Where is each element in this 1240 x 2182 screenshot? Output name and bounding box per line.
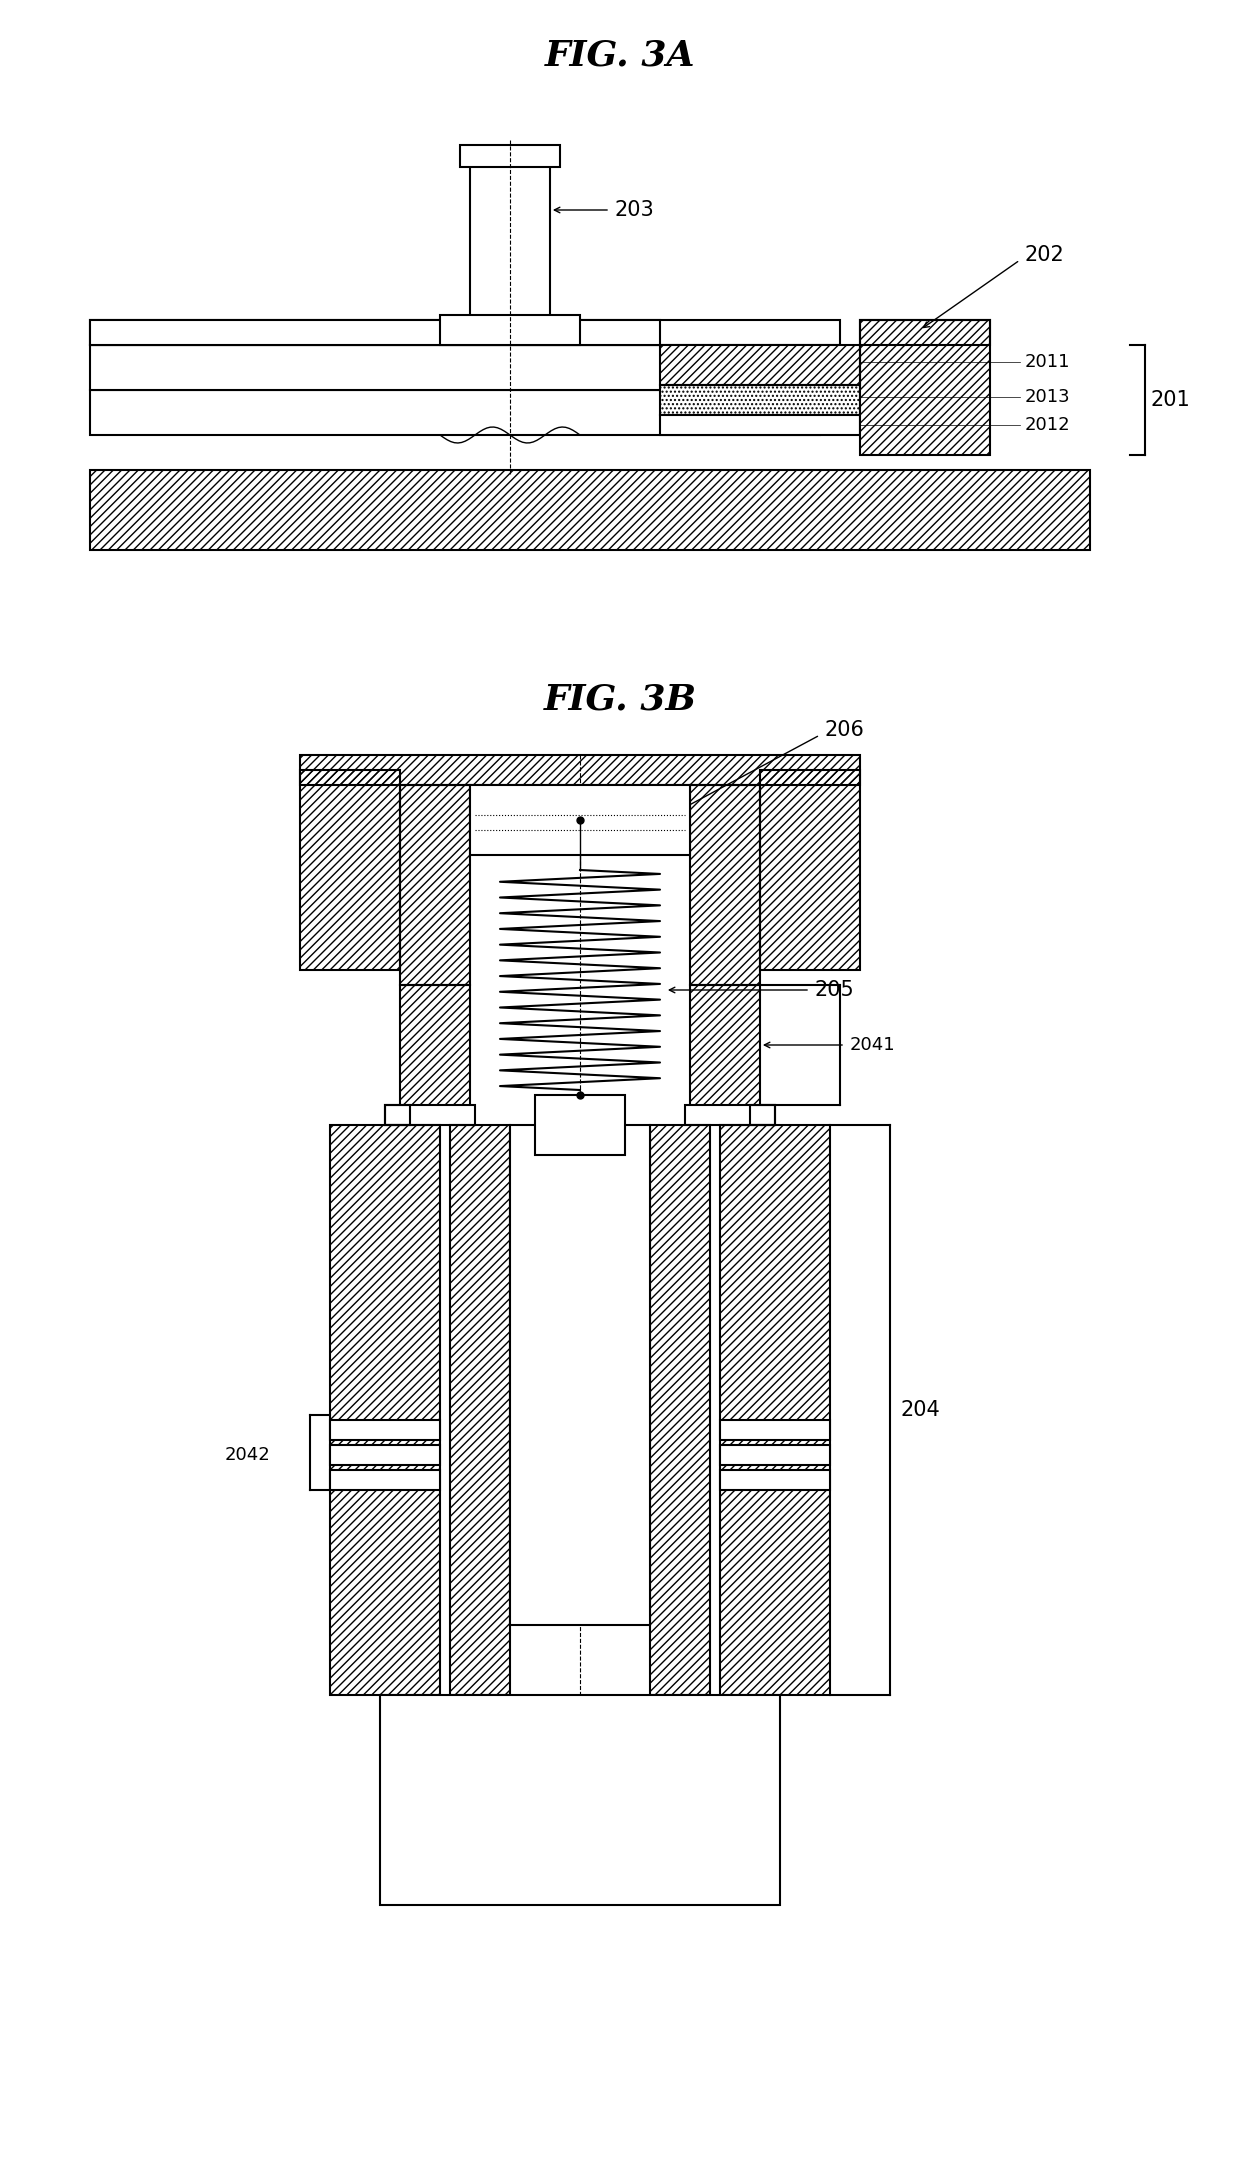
Text: 2041: 2041 <box>849 1036 895 1054</box>
Bar <box>470 166 551 321</box>
Bar <box>300 770 401 971</box>
Bar <box>720 1126 830 1695</box>
Bar <box>300 755 861 786</box>
Bar <box>450 1126 510 1695</box>
Bar <box>401 984 470 1115</box>
Bar <box>650 1126 711 1695</box>
Text: FIG. 3A: FIG. 3A <box>544 37 696 72</box>
Bar <box>760 770 861 971</box>
Bar <box>689 786 760 984</box>
Bar <box>660 384 861 415</box>
Bar <box>401 786 470 984</box>
Bar <box>689 984 760 1115</box>
Bar <box>720 1126 830 1695</box>
Bar <box>650 1126 711 1695</box>
Text: 202: 202 <box>1025 244 1065 264</box>
Bar <box>534 1095 625 1154</box>
Bar <box>330 1420 440 1440</box>
Bar <box>330 1471 440 1490</box>
Bar <box>861 321 990 456</box>
Bar <box>91 321 660 345</box>
Bar <box>660 345 861 384</box>
Bar <box>750 1104 775 1126</box>
Text: FIG. 3B: FIG. 3B <box>543 683 697 718</box>
Bar <box>861 321 990 456</box>
Bar <box>510 1126 650 1626</box>
Bar <box>760 770 861 971</box>
Text: 206: 206 <box>825 720 864 740</box>
Bar <box>300 755 861 786</box>
Bar <box>460 144 560 168</box>
Bar <box>300 755 861 786</box>
Bar <box>91 469 1090 550</box>
Bar <box>384 1104 410 1126</box>
Text: 204: 204 <box>900 1401 940 1420</box>
Bar <box>720 1471 830 1490</box>
Bar <box>660 345 861 384</box>
Bar <box>660 345 861 384</box>
Text: 2012: 2012 <box>1025 417 1070 434</box>
Bar <box>91 321 839 345</box>
Bar <box>384 1104 475 1126</box>
Bar <box>384 1104 410 1126</box>
Bar <box>91 469 1090 550</box>
Bar <box>760 770 861 971</box>
Bar <box>91 391 820 434</box>
Bar <box>684 1104 775 1126</box>
Bar <box>384 1104 410 1126</box>
Bar <box>689 984 760 1115</box>
Bar <box>401 984 470 1115</box>
Bar <box>300 770 401 971</box>
Text: 2042: 2042 <box>224 1447 270 1464</box>
Bar <box>330 1126 440 1695</box>
Bar <box>401 786 470 984</box>
Text: 203: 203 <box>615 201 655 220</box>
Bar <box>450 1126 510 1695</box>
Bar <box>91 469 1090 550</box>
Bar <box>720 1420 830 1440</box>
Bar <box>300 770 401 971</box>
Bar <box>689 984 760 1115</box>
Text: 201: 201 <box>1149 391 1189 410</box>
Bar <box>689 786 760 984</box>
Bar <box>440 314 580 345</box>
Bar <box>330 1126 440 1695</box>
Bar <box>689 786 760 984</box>
Bar <box>650 1126 711 1695</box>
Bar <box>379 1695 780 1905</box>
Bar <box>401 786 470 984</box>
Bar <box>91 345 839 391</box>
Bar <box>720 1126 830 1695</box>
Text: 2011: 2011 <box>1025 353 1070 371</box>
Bar <box>750 1104 775 1126</box>
Bar <box>660 415 861 434</box>
Bar <box>470 786 689 855</box>
Text: 2013: 2013 <box>1025 388 1070 406</box>
Bar <box>330 1126 440 1695</box>
Bar <box>330 1444 440 1464</box>
Text: 205: 205 <box>815 980 854 999</box>
Bar <box>720 1444 830 1464</box>
Bar <box>750 1104 775 1126</box>
Bar <box>450 1126 510 1695</box>
Bar <box>861 321 990 456</box>
Bar <box>861 321 990 345</box>
Bar <box>660 384 861 415</box>
Bar <box>401 984 470 1115</box>
